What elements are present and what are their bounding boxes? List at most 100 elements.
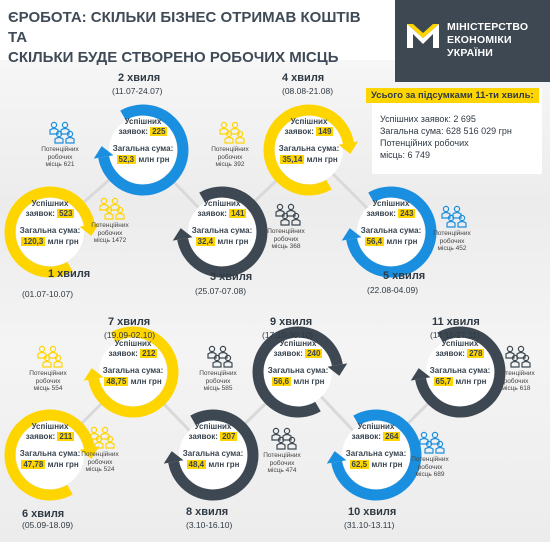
wave-arrow-icon [79,223,100,236]
people-icon [441,205,467,228]
wave-arrow-icon [410,368,431,381]
sum-amount: 65,7 млн грн [433,377,487,386]
wave-ring [331,409,422,501]
people-icon [419,431,445,454]
apps-count: заявок: 264 [351,432,401,441]
potential-jobs: Потенційних робочих місць 585 [199,370,237,392]
sum-label: Загальна сума: [19,226,81,235]
people-icon [37,345,63,368]
sum-amount: 56,4 млн грн [364,237,418,246]
sum-value: 32,4 [195,237,216,246]
people-icon [219,121,245,144]
wave-name: 1 хвиля [48,268,91,280]
wave-dates: (19.09-02.10) [104,330,156,340]
ministry-logo: МІНІСТЕРСТВО ЕКОНОМІКИ УКРАЇНИ [395,0,550,82]
wave-arrow-icon [79,446,100,459]
wave-name: 11 хвиля [432,316,480,328]
apps-label: Успішних [31,199,69,208]
sum-label: Загальна сума: [112,144,174,153]
people-icon [99,197,125,220]
wave-ring [168,409,259,501]
wave-name: 8 хвиля [186,506,229,518]
sum-value: 62,5 [349,460,370,469]
wave-dates: (05.09-18.09) [22,520,74,530]
wave-name: 7 хвиля [108,316,151,328]
potential-jobs: Потенційних робочих місць 368 [267,228,305,250]
ministry-emblem-icon [407,24,439,48]
summary-total: Загальна сума: 628 516 029 грн [380,126,512,136]
sum-amount: 56,6 млн грн [271,377,325,386]
apps-value: 149 [316,127,334,136]
wave-dates: (31.10-13.11) [344,520,395,530]
apps-value: 240 [305,349,323,358]
wave-name: 10 хвиля [348,506,397,518]
wave-ring [346,186,437,278]
wave-arrow-icon [341,228,362,241]
sum-label: Загальна сума: [102,366,164,375]
people-icon [49,121,75,144]
sum-label: Загальна сума: [345,449,407,458]
apps-value: 207 [220,432,238,441]
sum-amount: 62,5 млн грн [349,460,403,469]
potential-jobs: Потенційних робочих місць 524 [81,451,119,473]
page-title: ЄРОБОТА: СКІЛЬКИ БІЗНЕС ОТРИМАВ КОШТІВ Т… [8,8,368,68]
wave-name: 2 хвиля [118,72,161,84]
apps-label: Успішних [31,422,69,431]
sum-label: Загальна сума: [19,449,81,458]
people-icon [275,203,301,226]
wave-dates: (25.07-07.08) [195,286,247,296]
people-icon [271,427,297,450]
wave-arrow-icon [83,368,104,381]
apps-value: 225 [150,127,168,136]
wave-arrow-icon [93,146,114,159]
apps-count: заявок: 243 [366,209,416,218]
potential-jobs: Потенційних робочих місць 452 [433,230,471,252]
sum-value: 47,78 [21,460,46,469]
apps-value: 243 [398,209,416,218]
people-icon [505,345,531,368]
wave-arrow-icon [338,141,359,154]
apps-count: заявок: 212 [108,349,158,358]
wave-name: 3 хвиля [210,271,253,283]
summary-apps: Успішних заявок: 2 695 [380,114,476,124]
apps-value: 278 [467,349,485,358]
wave-arrow-icon [172,228,193,241]
apps-label: Успішних [357,422,395,431]
sum-value: 48,4 [186,460,207,469]
summary-heading: Усього за підсумками 11-ти хвиль: [366,88,539,103]
wave-dates: (11.07-24.07) [112,86,163,96]
potential-jobs: Потенційних робочих місць 474 [263,452,301,474]
apps-label: Успішних [203,199,241,208]
sum-amount: 52,3 млн грн [116,155,170,164]
sum-value: 48,75 [104,377,129,386]
wave-name: 6 хвиля [22,508,65,520]
apps-count: заявок: 523 [25,209,75,218]
apps-count: заявок: 278 [435,349,485,358]
wave-dates: (3.10-16.10) [186,520,233,530]
apps-count: заявок: 141 [197,209,247,218]
summary-jobs-line2: місць: 6 749 [380,150,431,160]
wave-dates: (22.08-04.09) [367,285,419,295]
apps-label: Успішних [114,339,152,348]
wave-ring [177,186,268,278]
sum-value: 35,14 [280,155,305,164]
potential-jobs: Потенційних робочих місць 618 [497,370,535,392]
potential-jobs: Потенційних робочих місць 621 [41,146,79,168]
sum-label: Загальна сума: [191,226,253,235]
apps-label: Успішних [194,422,232,431]
sum-value: 56,4 [364,237,385,246]
summary-jobs-line1: Потенційних робочих [380,138,469,148]
apps-label: Успішних [279,339,317,348]
apps-label: Успішних [372,199,410,208]
wave-dates: (14.11-27.11) [430,330,480,340]
wave-arrow-icon [326,451,347,464]
wave-ring [252,326,343,418]
wave-name: 4 хвиля [282,72,325,84]
sum-value: 65,7 [433,377,454,386]
wave-name: 5 хвиля [383,270,426,282]
sum-amount: 32,4 млн грн [195,237,249,246]
apps-count: заявок: 240 [273,349,323,358]
sum-amount: 120,3 млн грн [21,237,79,246]
sum-value: 52,3 [116,155,137,164]
apps-count: заявок: 225 [118,127,168,136]
